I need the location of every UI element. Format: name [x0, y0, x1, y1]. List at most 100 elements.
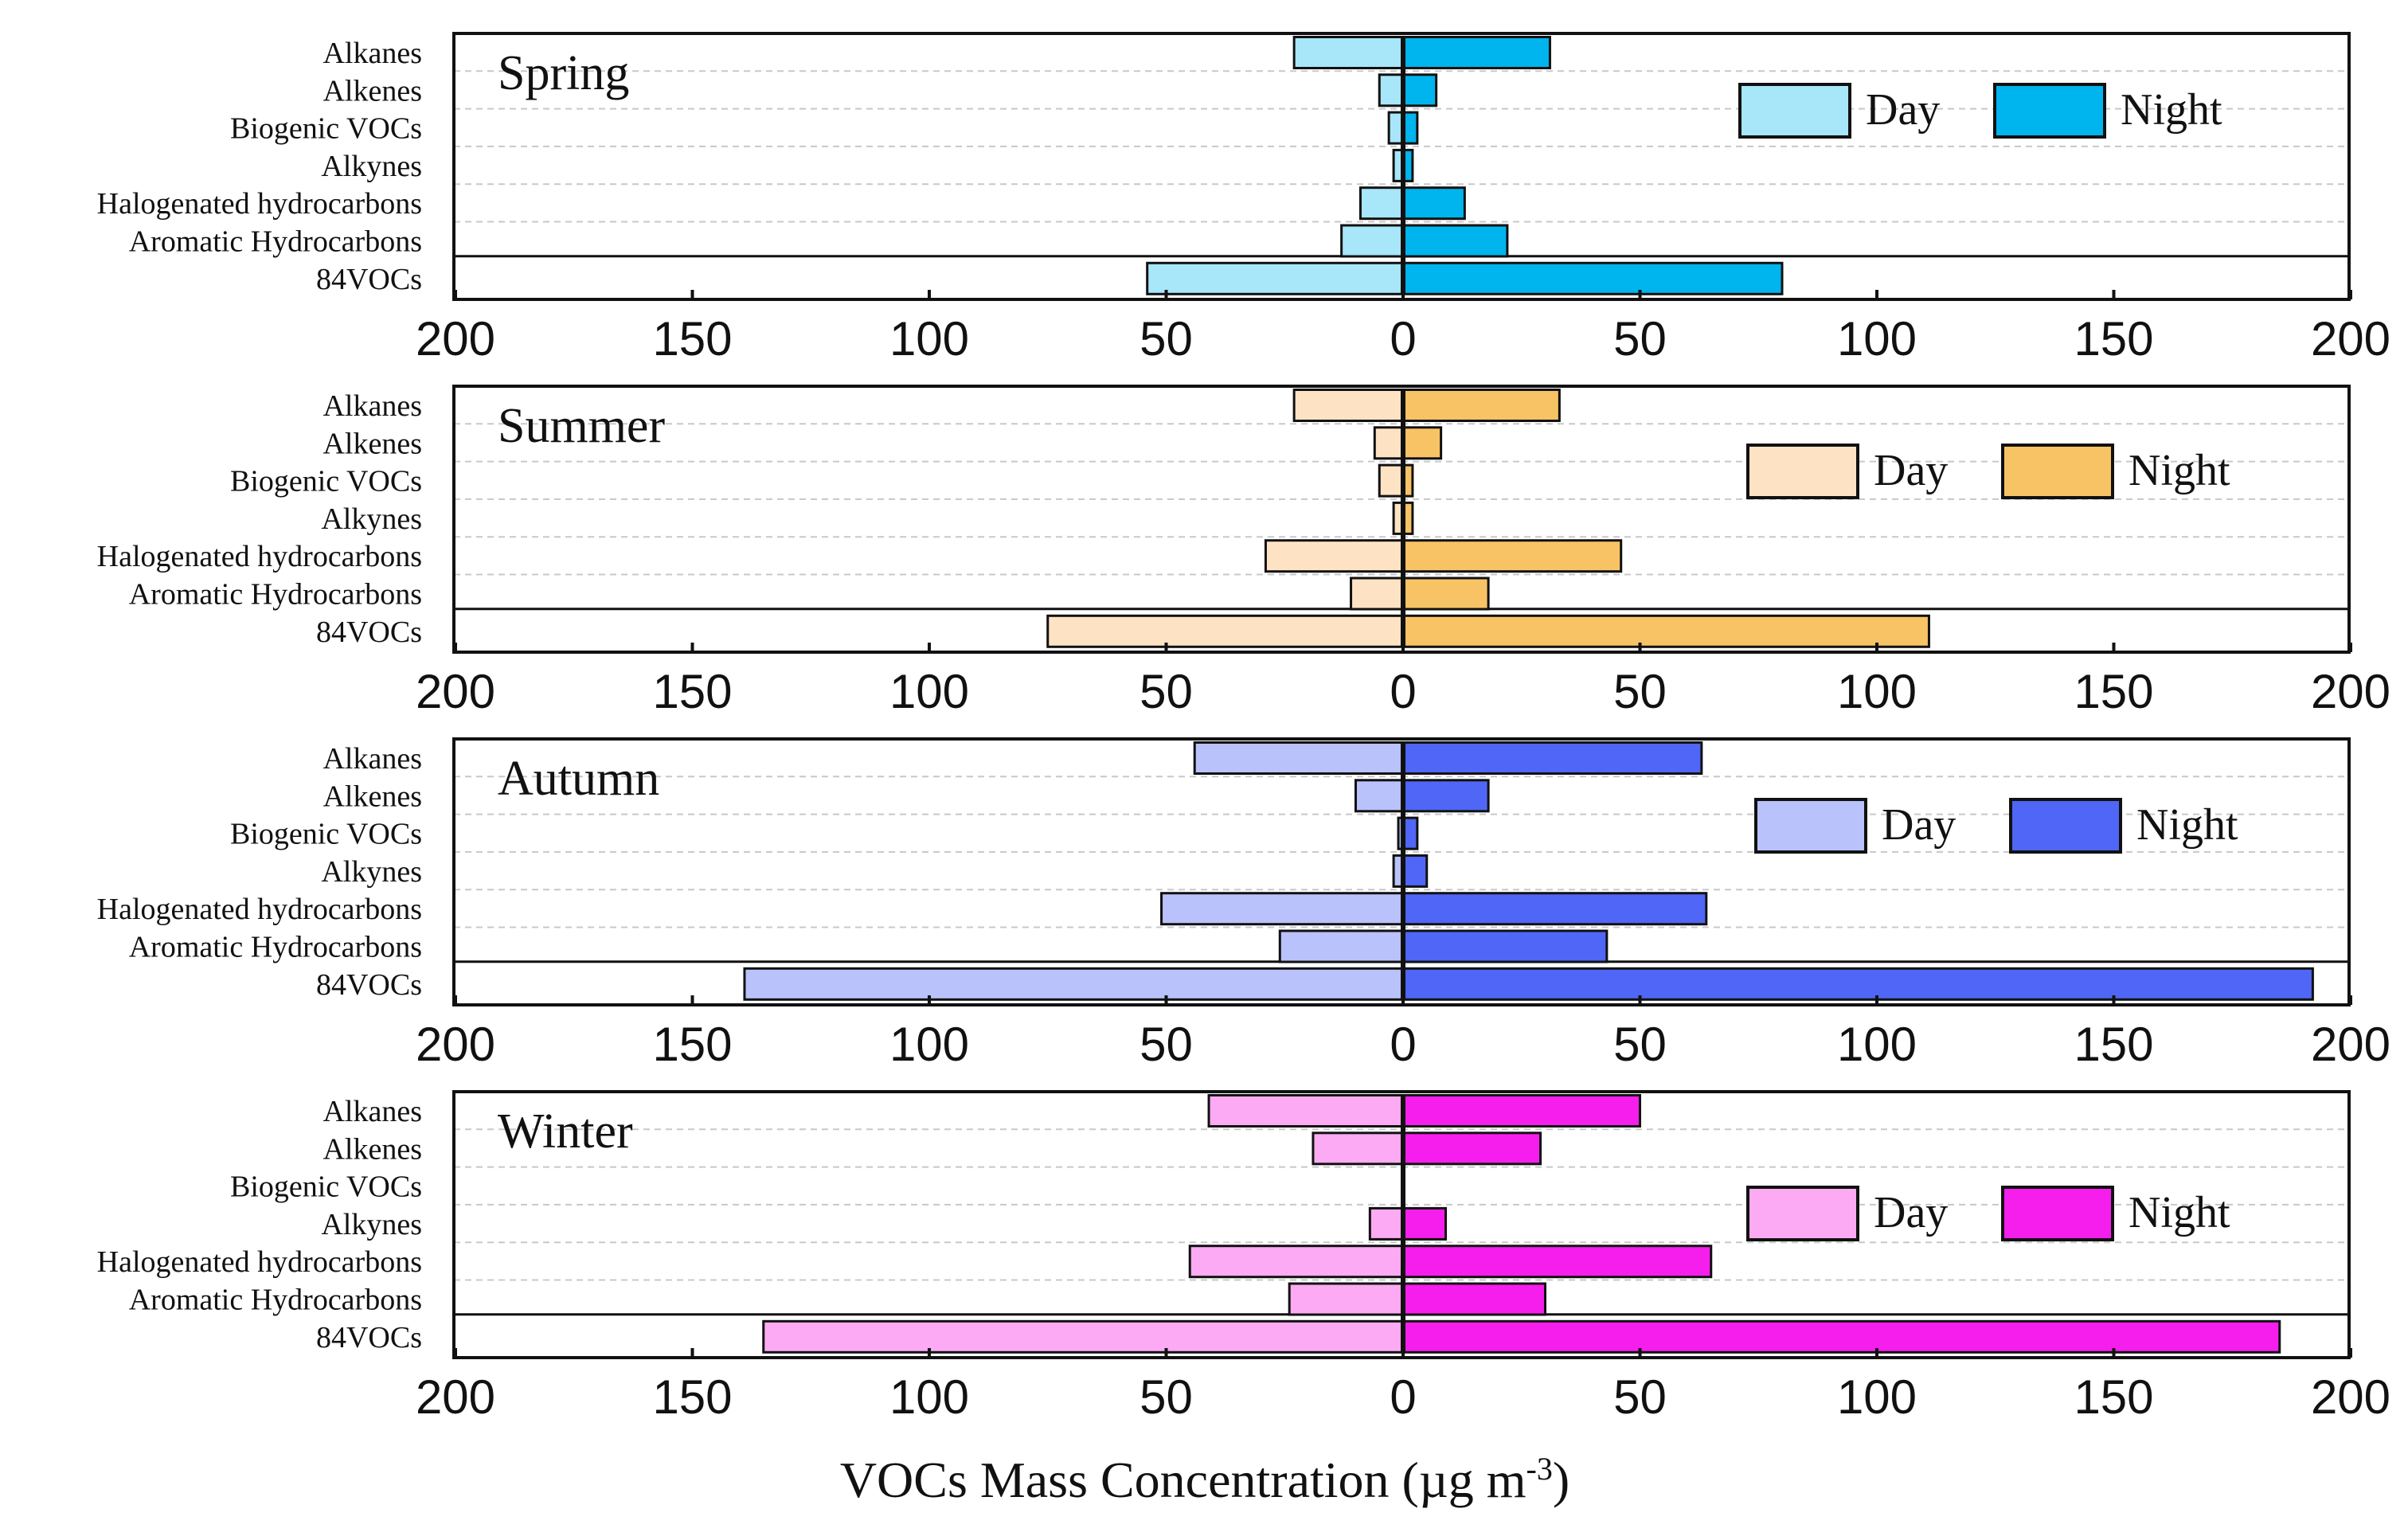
legend: Day Night [1754, 798, 2238, 854]
bar-day [1350, 576, 1405, 611]
category-label: Biogenic VOCs [230, 818, 422, 851]
x-tick-label: 200 [2311, 665, 2390, 718]
legend: Day Night [1746, 444, 2230, 499]
bar-day [1188, 1245, 1405, 1279]
bar-day [743, 967, 1405, 1001]
panel-spring: Alkanes Alkenes Biogenic VOCs Alkynes Haloge… [97, 32, 2390, 365]
bar-night [1401, 426, 1443, 460]
x-tick-label: 150 [652, 312, 732, 365]
bar-night [1401, 854, 1429, 888]
bar-night [1401, 1131, 1542, 1166]
bar-night [1401, 186, 1466, 221]
legend: Day Night [1746, 1186, 2230, 1241]
legend-swatch-day [1754, 798, 1867, 854]
bar-night [1401, 224, 1509, 258]
x-tick-label: 200 [416, 312, 495, 365]
x-tick-label: 50 [1613, 1370, 1667, 1424]
bar-night [1401, 614, 1930, 648]
legend-swatch-night [2009, 798, 2122, 854]
category-label: Alkynes [321, 150, 422, 183]
bar-day [1368, 1206, 1405, 1241]
category-label: Biogenic VOCs [230, 1171, 422, 1204]
bar-night [1401, 389, 1561, 422]
x-axis-title-close: ) [1553, 1452, 1570, 1508]
x-tick-label: 150 [2074, 312, 2153, 365]
bar-night [1401, 73, 1438, 107]
bar-night [1401, 1245, 1713, 1279]
legend-label-night: Night [2128, 1188, 2230, 1237]
x-tick-label: 150 [652, 1018, 732, 1071]
legend-label-night: Night [2128, 446, 2230, 495]
bar-day [1378, 73, 1405, 107]
legend-label-night: Night [2136, 800, 2238, 850]
x-tick-label: 200 [2311, 312, 2390, 365]
x-tick-label: 50 [1613, 665, 1667, 718]
bar-night [1401, 539, 1623, 573]
bar-night [1401, 741, 1703, 775]
category-label: Halogenated hydrocarbons [97, 540, 422, 573]
x-tick-label: 100 [889, 665, 969, 718]
x-tick-label: 150 [652, 665, 732, 718]
category-label: Alkanes [322, 742, 422, 776]
category-label: Alkynes [321, 855, 422, 889]
category-label: Alkanes [322, 389, 422, 423]
panel-winter: Alkanes Alkenes Biogenic VOCs Alkynes Haloge… [97, 1090, 2390, 1424]
x-axis-title-main: VOCs Mass Concentration (µg m [840, 1452, 1526, 1508]
x-tick-label: 150 [2074, 1018, 2153, 1071]
category-label: Alkenes [322, 74, 422, 107]
season-title: Summer [498, 399, 665, 453]
category-label: Alkynes [321, 502, 422, 536]
category-label: 84VOCs [316, 1321, 422, 1354]
legend-label-day: Day [1882, 800, 1956, 850]
legend: Day Night [1738, 83, 2222, 139]
category-label: Aromatic Hydrocarbons [129, 931, 422, 964]
category-label: 84VOCs [316, 263, 422, 296]
category-label: Aromatic Hydrocarbons [129, 1284, 422, 1317]
legend-label-day: Day [1866, 85, 1940, 135]
x-tick-label: 100 [889, 1370, 969, 1424]
category-label: Halogenated hydrocarbons [97, 893, 422, 926]
bar-day [1354, 779, 1405, 813]
bar-night [1401, 779, 1490, 813]
x-axis-title-superscript: -3 [1526, 1451, 1553, 1487]
category-label: Alkynes [321, 1208, 422, 1241]
season-title: Autumn [498, 752, 659, 806]
bar-day [1288, 1282, 1405, 1316]
bar-day [1207, 1094, 1405, 1128]
category-label: 84VOCs [316, 968, 422, 1002]
bar-day [762, 1319, 1405, 1354]
bar-day [1160, 892, 1405, 926]
legend-label-day: Day [1874, 1188, 1948, 1237]
category-label: Aromatic Hydrocarbons [129, 578, 422, 612]
legend-swatch-day [1746, 444, 1859, 499]
bar-day [1146, 261, 1405, 295]
x-tick-label: 150 [2074, 1370, 2153, 1424]
bar-day [1373, 426, 1405, 460]
x-tick-label: 0 [1390, 665, 1416, 718]
x-tick-label: 200 [416, 1018, 495, 1071]
bar-day [1264, 539, 1405, 573]
x-axis-title: VOCs Mass Concentration (µg m-3) [840, 1451, 1570, 1508]
x-tick-label: 0 [1390, 1370, 1416, 1424]
category-label: Alkenes [322, 780, 422, 813]
x-tick-label: 100 [1837, 1018, 1917, 1071]
legend-swatch-day [1746, 1186, 1859, 1241]
legend-label-night: Night [2121, 85, 2222, 135]
bar-day [1292, 36, 1405, 69]
category-label: Biogenic VOCs [230, 465, 422, 498]
bar-day [1046, 614, 1405, 648]
category-label: Alkanes [322, 37, 422, 70]
x-tick-label: 50 [1140, 312, 1193, 365]
x-tick-label: 100 [1837, 665, 1917, 718]
category-label: Alkenes [322, 427, 422, 460]
x-tick-label: 150 [652, 1370, 732, 1424]
legend-swatch-night [2001, 1186, 2114, 1241]
x-tick-label: 100 [1837, 1370, 1917, 1424]
category-label: Alkenes [322, 1132, 422, 1166]
x-tick-label: 100 [889, 312, 969, 365]
x-tick-label: 50 [1140, 665, 1193, 718]
x-tick-label: 100 [889, 1018, 969, 1071]
bar-day [1358, 186, 1405, 221]
panel-summer: Alkanes Alkenes Biogenic VOCs Alkynes Haloge… [97, 385, 2390, 718]
bar-night [1401, 1319, 2281, 1354]
